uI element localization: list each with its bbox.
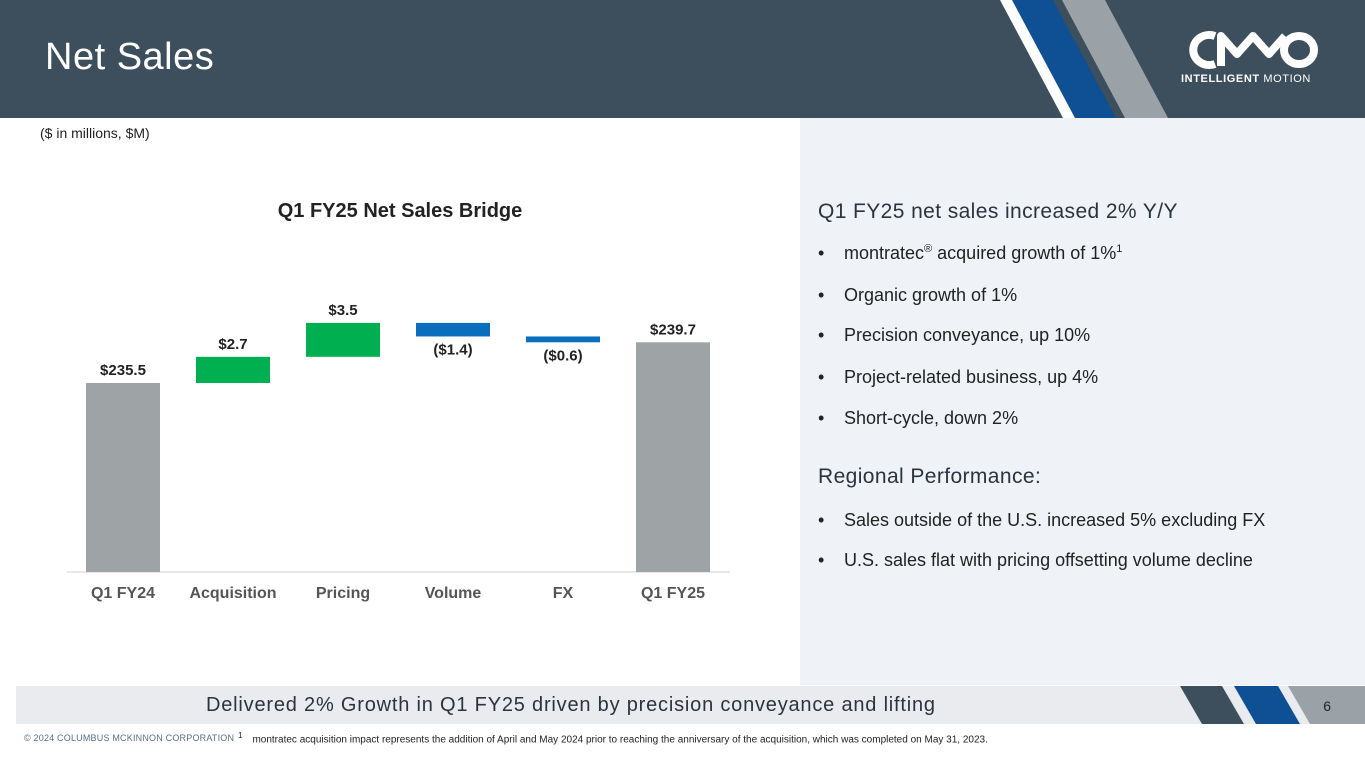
- category-label: Acquisition: [189, 585, 276, 602]
- data-label: ($1.4): [433, 341, 472, 358]
- page-number: 6: [1323, 698, 1331, 714]
- data-label: ($0.6): [543, 347, 582, 364]
- tagline-text: Delivered 2% Growth in Q1 FY25 driven by…: [206, 694, 936, 716]
- header-bar: Net Sales INTELLIGENT MOTION: [0, 0, 1365, 118]
- bullet-outside-us: • Sales outside of the U.S. increased 5% …: [818, 510, 1266, 530]
- bar-volume: [416, 322, 490, 337]
- data-label: $3.5: [328, 302, 357, 319]
- bar-q1-fy25: [636, 342, 710, 572]
- bullet-project: • Project-related business, up 4%: [818, 367, 1099, 387]
- bar-fx: [526, 336, 600, 343]
- data-label: $2.7: [218, 336, 247, 353]
- category-label: Q1 FY25: [641, 585, 705, 602]
- tagline-bar: Delivered 2% Growth in Q1 FY25 driven by…: [16, 686, 1365, 724]
- bar-acquisition: [196, 356, 270, 383]
- category-label: FX: [553, 585, 574, 602]
- header-stripe-gray: [1062, 0, 1168, 118]
- logo-mark-icon: [1189, 31, 1318, 69]
- bullet-organic: • Organic growth of 1%: [818, 285, 1018, 305]
- category-label: Q1 FY24: [91, 585, 155, 602]
- bullet-short-cycle: • Short-cycle, down 2%: [818, 408, 1019, 428]
- regional-heading: Regional Performance:: [818, 465, 1042, 488]
- bar-q1-fy24: [86, 383, 160, 572]
- chart-title: Q1 FY25 Net Sales Bridge: [277, 200, 523, 222]
- header-stripe-blue: [1012, 0, 1116, 118]
- net-sales-bridge-chart: Q1 FY25 Net Sales Bridge $235.5 Q1 FY24 $2…: [40, 190, 760, 620]
- summary-panel: [800, 118, 1365, 685]
- category-label: Pricing: [316, 585, 370, 602]
- bullet-us-sales: • U.S. sales flat with pricing offsetting…: [818, 550, 1253, 570]
- data-label: $239.7: [650, 321, 696, 338]
- footer-stripes: [1180, 686, 1365, 724]
- company-logo: INTELLIGENT MOTION: [1181, 30, 1321, 90]
- bullet-precision: • Precision conveyance, up 10%: [818, 325, 1091, 345]
- category-label: Volume: [425, 585, 482, 602]
- header-stripes: [1000, 0, 1168, 118]
- copyright: © 2024 COLUMBUS MCKINNON CORPORATION: [24, 733, 235, 743]
- chart-svg: $235.5 Q1 FY24 $2.7 Acquisition $3.5 Pricing (…: [67, 302, 730, 602]
- summary-heading: Q1 FY25 net sales increased 2% Y/Y: [818, 200, 1178, 223]
- footnote: 1 montratec acquisition impact represents…: [238, 731, 988, 746]
- logo-text: INTELLIGENT MOTION: [1181, 73, 1311, 85]
- bullet-montratec: • montratec® acquired growth of 1%1: [818, 243, 1123, 263]
- bar-pricing: [306, 322, 380, 357]
- page-title: Net Sales: [45, 36, 215, 78]
- units-note: ($ in millions, $M): [40, 125, 150, 141]
- data-label: $235.5: [100, 362, 146, 379]
